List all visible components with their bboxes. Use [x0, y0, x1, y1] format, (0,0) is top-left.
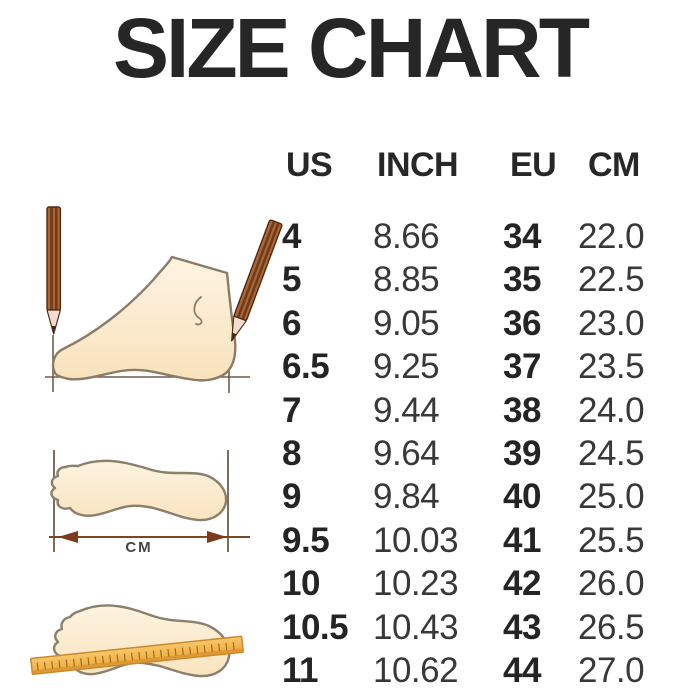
cell-cm: 27.0 [578, 650, 645, 690]
cell-cm: 26.0 [578, 564, 645, 604]
column-header-eu: EU [510, 146, 557, 184]
pencil-icon [231, 219, 283, 342]
ankle-mark [193, 296, 203, 326]
cell-cm: 26.5 [578, 607, 645, 647]
column-header-inch: INCH [377, 146, 459, 184]
cell-us: 9 [282, 477, 301, 517]
cell-inch: 9.05 [373, 303, 440, 343]
footprint-with-ruler-icon [30, 604, 244, 678]
cell-us: 10.5 [282, 607, 349, 647]
cell-us: 10 [282, 564, 320, 604]
cell-cm: 24.0 [578, 390, 645, 430]
cell-eu: 39 [503, 433, 541, 473]
cell-eu: 43 [503, 607, 541, 647]
size-conversion-table: US INCH EU CM 4 8.66 34 22.0 5 8.85 35 2… [280, 146, 670, 692]
footprint-length-arrow-icon: CM [49, 450, 250, 556]
cell-eu: 44 [503, 650, 541, 690]
cell-cm: 22.5 [578, 260, 645, 300]
cell-cm: 25.0 [578, 477, 645, 517]
cm-measure-label: CM [125, 539, 152, 556]
ruler-icon [30, 635, 244, 676]
column-header-us: US [286, 146, 333, 184]
cell-inch: 9.25 [373, 347, 440, 387]
cell-us: 7 [282, 390, 301, 430]
length-arrow [49, 531, 250, 543]
cell-eu: 41 [503, 520, 541, 560]
foot-side-view-with-pencils-icon [45, 206, 283, 393]
footprint-shape [50, 459, 228, 522]
cell-inch: 10.03 [373, 520, 459, 560]
cell-inch: 8.66 [373, 217, 440, 256]
foot-side-shape [51, 255, 237, 382]
column-header-cm: CM [588, 146, 640, 184]
cell-cm: 25.5 [578, 520, 645, 560]
cell-us: 8 [282, 433, 301, 473]
cell-inch: 10.62 [373, 650, 459, 690]
cell-eu: 38 [503, 390, 541, 430]
cell-eu: 35 [503, 260, 541, 300]
cell-inch: 8.85 [373, 260, 440, 300]
cell-eu: 36 [503, 303, 541, 343]
cell-eu: 40 [503, 477, 541, 517]
page-title: SIZE CHART [113, 1, 590, 95]
cell-us: 9.5 [282, 520, 330, 560]
cell-eu: 37 [503, 347, 541, 387]
cell-inch: 9.84 [373, 477, 440, 517]
cell-cm: 23.0 [578, 303, 645, 343]
cell-cm: 23.5 [578, 347, 645, 387]
pencil-icon [46, 206, 62, 335]
measure-lines [53, 450, 229, 552]
cell-inch: 10.43 [373, 607, 459, 647]
cell-inch: 9.64 [373, 433, 440, 473]
cell-us: 4 [282, 217, 301, 256]
cell-us: 11 [282, 650, 319, 690]
cell-us: 6.5 [282, 347, 330, 387]
cell-us: 5 [282, 260, 301, 300]
cell-cm: 24.5 [578, 433, 645, 473]
cell-eu: 34 [503, 217, 541, 256]
cell-eu: 42 [503, 564, 541, 604]
cell-inch: 10.23 [373, 564, 459, 604]
cell-us: 6 [282, 303, 301, 343]
cell-cm: 22.0 [578, 217, 645, 256]
cell-inch: 9.44 [373, 390, 440, 430]
